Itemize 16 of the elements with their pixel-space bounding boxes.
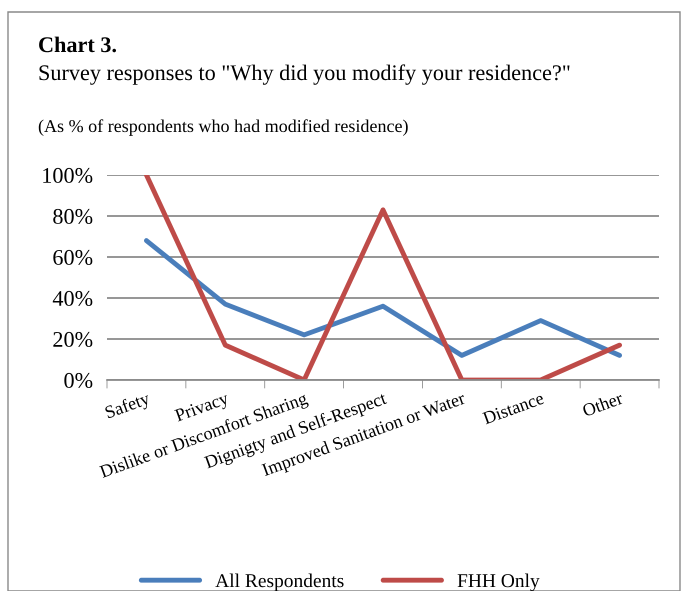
y-tick-label: 20% <box>53 332 92 347</box>
legend-label: FHH Only <box>458 574 540 591</box>
x-tick-label: Safety <box>104 391 152 422</box>
legend-label: All Respondents <box>215 574 344 591</box>
x-tick-label: Distance <box>482 392 544 424</box>
chart-subtitle: Survey responses to "Why did you modify your residence?" <box>39 64 570 85</box>
y-tick-label: 0% <box>64 372 92 388</box>
text: (As % of respondents who had modified residence) <box>38 119 408 136</box>
y-tick-label: 60% <box>53 250 92 265</box>
chart-title: Chart 3. <box>39 36 116 52</box>
y-tick-label: 40% <box>52 290 92 306</box>
line-series <box>144 238 622 358</box>
y-tick-label: 100% <box>43 168 92 183</box>
x-tick-label: Other <box>582 391 624 417</box>
line-series <box>144 175 622 380</box>
y-tick-label: 80% <box>53 208 92 224</box>
